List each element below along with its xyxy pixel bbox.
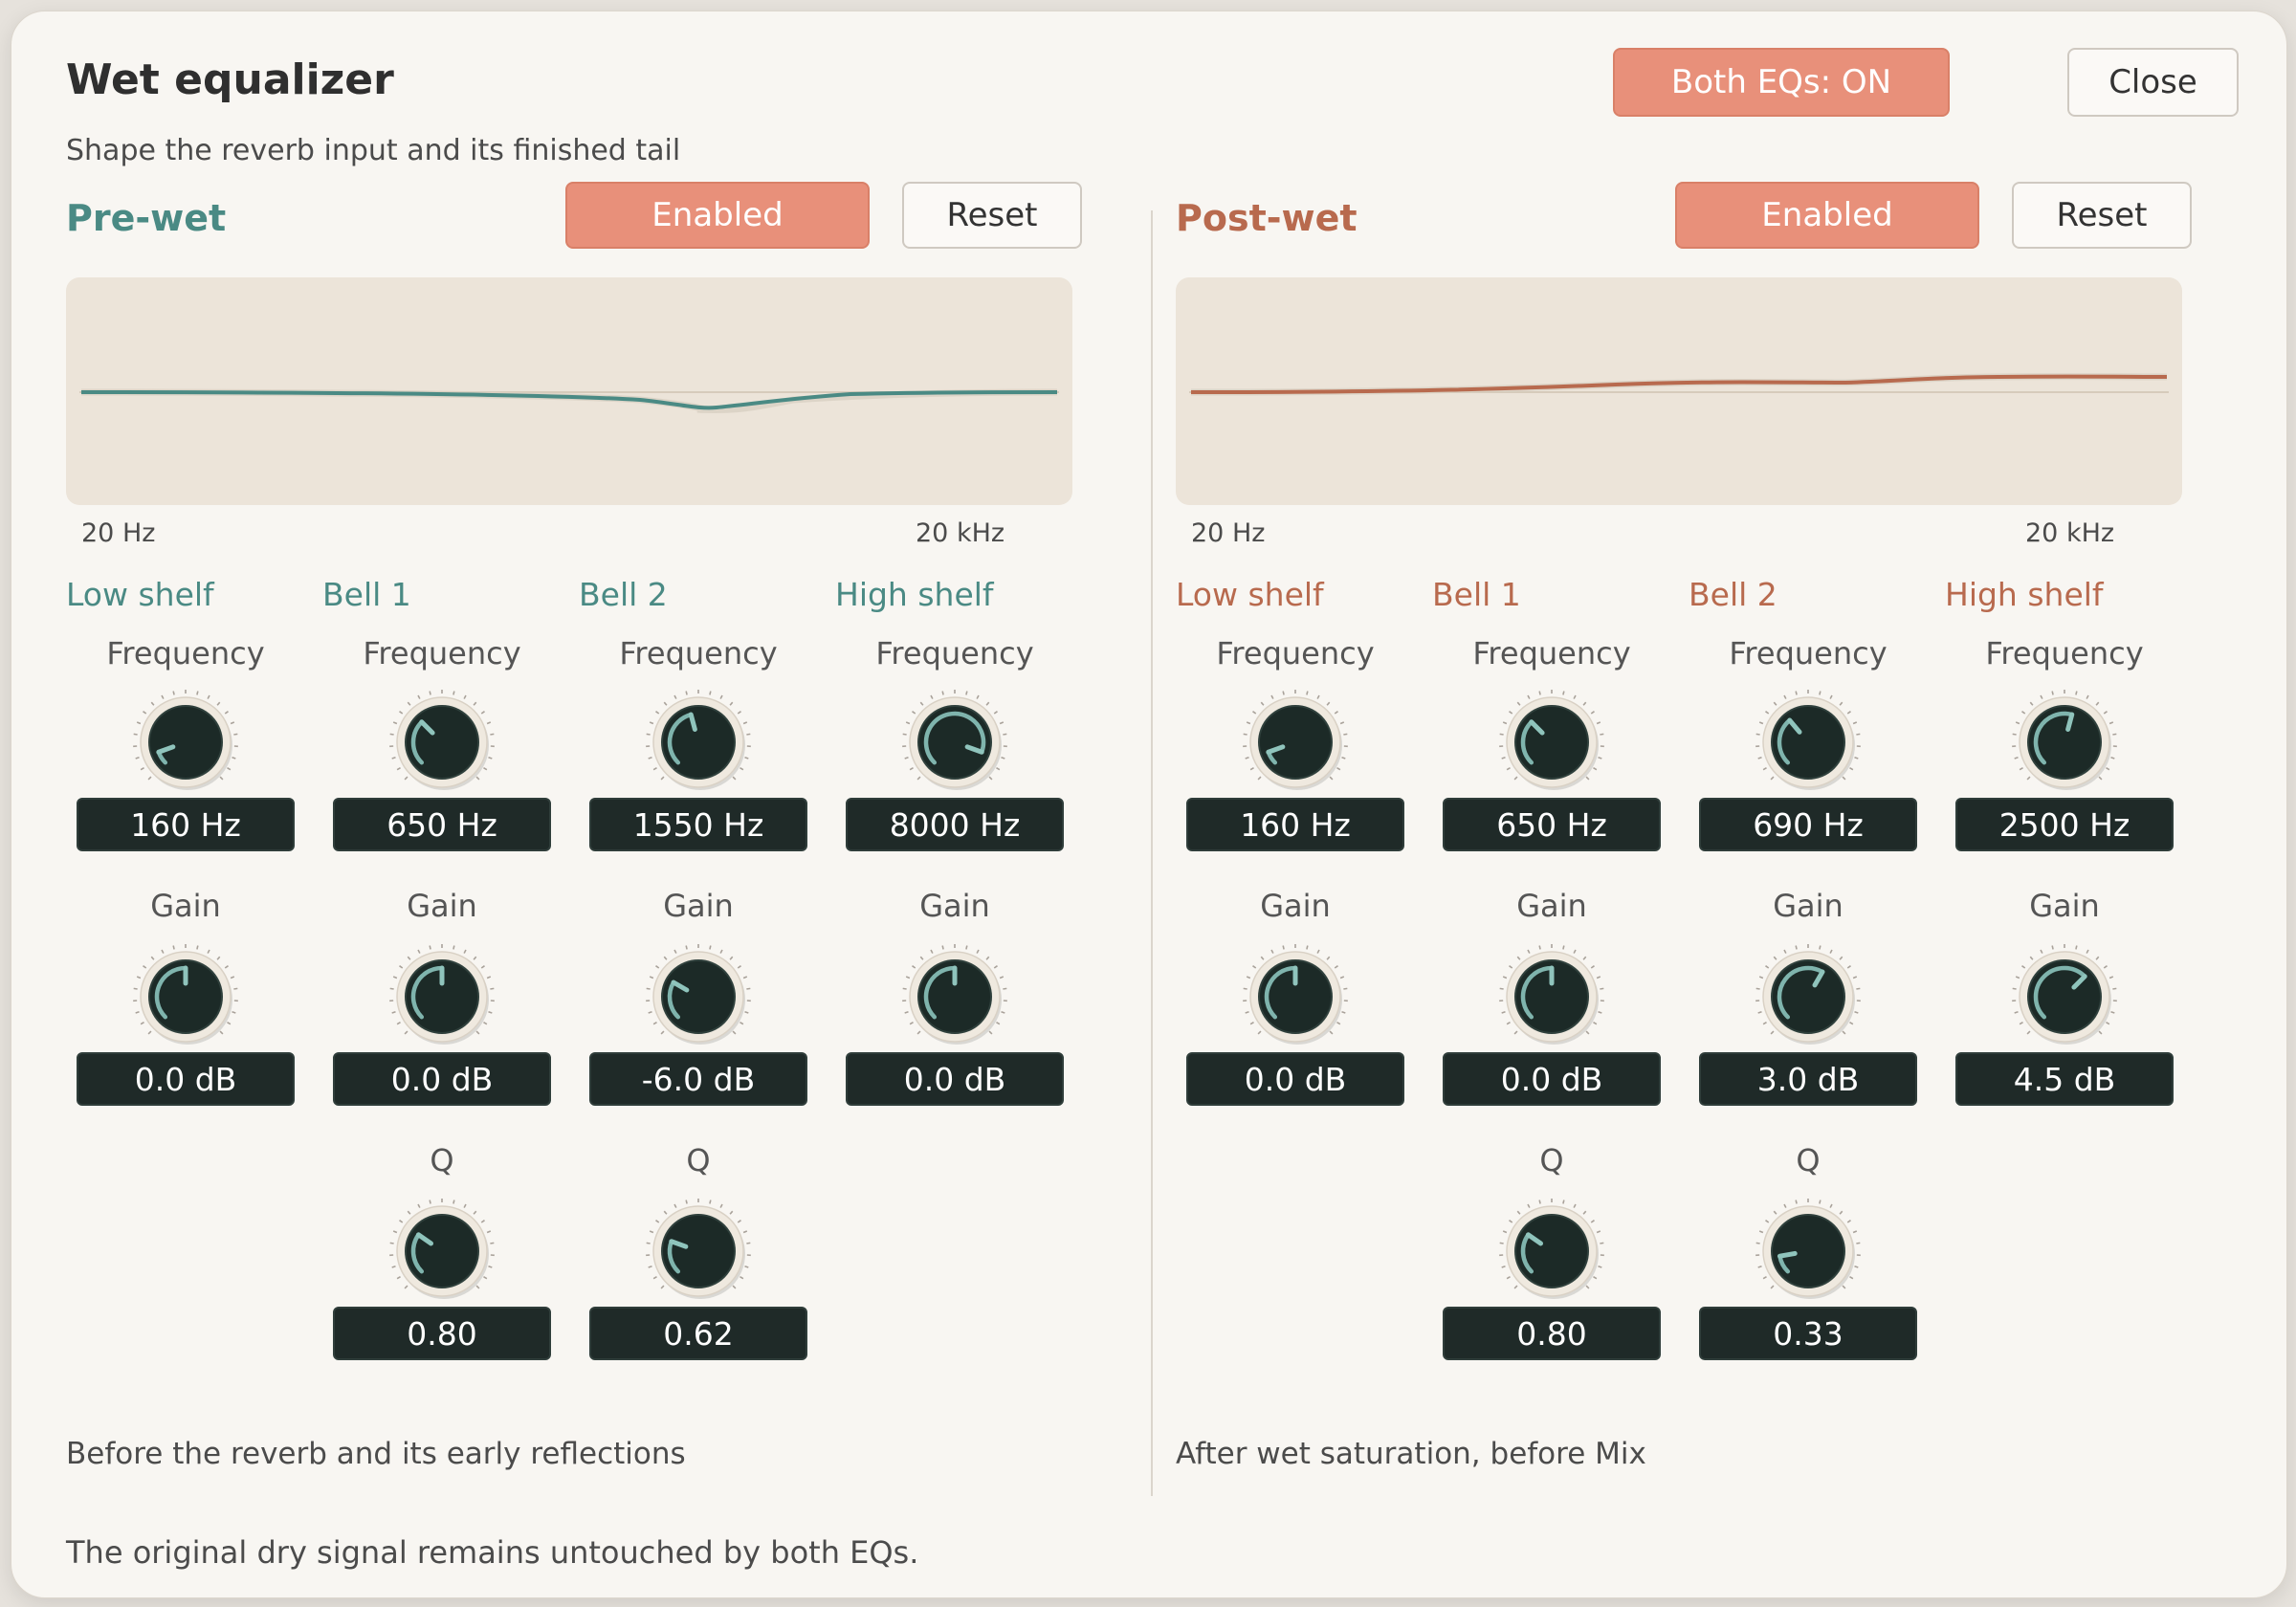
post-wet-reset-button[interactable]: Reset bbox=[2012, 182, 2192, 249]
post-axis-min-label: 20 Hz bbox=[1191, 518, 1266, 548]
post-bell-1-frequency-knob[interactable] bbox=[1496, 687, 1607, 798]
band-title: Low shelf bbox=[1176, 576, 1324, 613]
frequency-label: Frequency bbox=[363, 635, 521, 671]
gain-label: Gain bbox=[1260, 888, 1331, 924]
q-label: Q bbox=[1796, 1142, 1821, 1178]
pre-bell-2-q-knob[interactable] bbox=[643, 1196, 754, 1307]
post-low-shelf-frequency-knob[interactable] bbox=[1240, 687, 1351, 798]
post-low-shelf-gain-value[interactable]: 0.0 dB bbox=[1186, 1052, 1404, 1106]
pre-low-shelf-frequency-value[interactable]: 160 Hz bbox=[77, 798, 295, 851]
pre-bell-1-frequency-value[interactable]: 650 Hz bbox=[333, 798, 551, 851]
post-axis-max-label: 20 kHz bbox=[2025, 518, 2115, 548]
frequency-label: Frequency bbox=[619, 635, 778, 671]
dialog-title: Wet equalizer bbox=[66, 55, 394, 104]
dialog-subtitle: Shape the reverb input and its finished … bbox=[66, 134, 681, 167]
post-bell-1-q-knob[interactable] bbox=[1496, 1196, 1607, 1307]
pre-band-bell-1: Bell 1 Frequency 650 Hz Gain 0.0 dB Q 0.… bbox=[322, 576, 579, 1418]
pre-wet-title: Pre-wet bbox=[66, 197, 227, 239]
pre-bell-2-frequency-value[interactable]: 1550 Hz bbox=[589, 798, 807, 851]
post-band-low-shelf: Low shelf Frequency 160 Hz Gain 0.0 dB bbox=[1176, 576, 1432, 1418]
post-wet-note: After wet saturation, before Mix bbox=[1176, 1437, 1646, 1471]
band-title: Bell 2 bbox=[579, 576, 668, 613]
post-bell-1-frequency-value[interactable]: 650 Hz bbox=[1443, 798, 1661, 851]
pre-wet-enabled-button[interactable]: Enabled bbox=[565, 182, 870, 249]
post-bell-1-q-value[interactable]: 0.80 bbox=[1443, 1307, 1661, 1360]
frequency-label: Frequency bbox=[875, 635, 1034, 671]
post-bell-2-gain-value[interactable]: 3.0 dB bbox=[1699, 1052, 1917, 1106]
gain-label: Gain bbox=[150, 888, 221, 924]
panel-divider bbox=[1151, 210, 1153, 1496]
band-title: Bell 1 bbox=[322, 576, 411, 613]
post-low-shelf-frequency-value[interactable]: 160 Hz bbox=[1186, 798, 1404, 851]
pre-wet-panel: Pre-wet Enabled Reset 20 Hz 20 kHz Low s… bbox=[66, 174, 1082, 1475]
frequency-label: Frequency bbox=[1472, 635, 1631, 671]
gain-label: Gain bbox=[407, 888, 477, 924]
band-title: Bell 2 bbox=[1689, 576, 1777, 613]
band-title: High shelf bbox=[835, 576, 994, 613]
pre-axis-max-label: 20 kHz bbox=[916, 518, 1005, 548]
both-eqs-toggle-button[interactable]: Both EQs: ON bbox=[1613, 48, 1950, 117]
post-wet-title: Post-wet bbox=[1176, 197, 1358, 239]
post-bell-2-q-value[interactable]: 0.33 bbox=[1699, 1307, 1917, 1360]
pre-band-high-shelf: High shelf Frequency 8000 Hz Gain 0.0 dB bbox=[835, 576, 1092, 1418]
post-band-bell-2: Bell 2 Frequency 690 Hz Gain 3.0 dB Q 0.… bbox=[1689, 576, 1945, 1418]
post-high-shelf-gain-knob[interactable] bbox=[2009, 941, 2120, 1052]
pre-bell-1-gain-knob[interactable] bbox=[386, 941, 497, 1052]
post-wet-enabled-button[interactable]: Enabled bbox=[1675, 182, 1979, 249]
q-label: Q bbox=[686, 1142, 711, 1178]
pre-low-shelf-gain-knob[interactable] bbox=[130, 941, 241, 1052]
post-high-shelf-frequency-value[interactable]: 2500 Hz bbox=[1955, 798, 2174, 851]
pre-low-shelf-gain-value[interactable]: 0.0 dB bbox=[77, 1052, 295, 1106]
post-band-bell-1: Bell 1 Frequency 650 Hz Gain 0.0 dB Q 0.… bbox=[1432, 576, 1689, 1418]
pre-wet-response-curve bbox=[66, 277, 1072, 505]
pre-low-shelf-frequency-knob[interactable] bbox=[130, 687, 241, 798]
pre-bell-1-gain-value[interactable]: 0.0 dB bbox=[333, 1052, 551, 1106]
pre-high-shelf-gain-knob[interactable] bbox=[899, 941, 1010, 1052]
wet-equalizer-dialog: Wet equalizer Shape the reverb input and… bbox=[11, 11, 2287, 1598]
post-bell-1-gain-value[interactable]: 0.0 dB bbox=[1443, 1052, 1661, 1106]
pre-bell-1-frequency-knob[interactable] bbox=[386, 687, 497, 798]
pre-bell-1-q-value[interactable]: 0.80 bbox=[333, 1307, 551, 1360]
pre-bell-2-frequency-knob[interactable] bbox=[643, 687, 754, 798]
pre-band-low-shelf: Low shelf Frequency 160 Hz Gain 0.0 dB bbox=[66, 576, 322, 1418]
post-bell-2-frequency-value[interactable]: 690 Hz bbox=[1699, 798, 1917, 851]
gain-label: Gain bbox=[663, 888, 734, 924]
q-label: Q bbox=[430, 1142, 454, 1178]
frequency-label: Frequency bbox=[1985, 635, 2144, 671]
frequency-label: Frequency bbox=[1729, 635, 1888, 671]
pre-bell-2-q-value[interactable]: 0.62 bbox=[589, 1307, 807, 1360]
gain-label: Gain bbox=[2029, 888, 2100, 924]
gain-label: Gain bbox=[919, 888, 990, 924]
post-bell-2-frequency-knob[interactable] bbox=[1753, 687, 1864, 798]
pre-bell-2-gain-value[interactable]: -6.0 dB bbox=[589, 1052, 807, 1106]
q-label: Q bbox=[1539, 1142, 1564, 1178]
pre-wet-note: Before the reverb and its early reflecti… bbox=[66, 1437, 686, 1471]
pre-bell-1-q-knob[interactable] bbox=[386, 1196, 497, 1307]
post-high-shelf-frequency-knob[interactable] bbox=[2009, 687, 2120, 798]
post-wet-response-curve bbox=[1176, 277, 2182, 505]
pre-bell-2-gain-knob[interactable] bbox=[643, 941, 754, 1052]
frequency-label: Frequency bbox=[1216, 635, 1375, 671]
post-bell-2-gain-knob[interactable] bbox=[1753, 941, 1864, 1052]
band-title: Low shelf bbox=[66, 576, 214, 613]
frequency-label: Frequency bbox=[106, 635, 265, 671]
post-high-shelf-gain-value[interactable]: 4.5 dB bbox=[1955, 1052, 2174, 1106]
post-bell-1-gain-knob[interactable] bbox=[1496, 941, 1607, 1052]
footer-note: The original dry signal remains untouche… bbox=[66, 1534, 919, 1571]
post-wet-panel: Post-wet Enabled Reset 20 Hz 20 kHz Low … bbox=[1176, 174, 2192, 1475]
pre-axis-min-label: 20 Hz bbox=[81, 518, 156, 548]
pre-band-bell-2: Bell 2 Frequency 1550 Hz Gain -6.0 dB Q … bbox=[579, 576, 835, 1418]
post-low-shelf-gain-knob[interactable] bbox=[1240, 941, 1351, 1052]
pre-high-shelf-frequency-knob[interactable] bbox=[899, 687, 1010, 798]
band-title: Bell 1 bbox=[1432, 576, 1521, 613]
post-bell-2-q-knob[interactable] bbox=[1753, 1196, 1864, 1307]
gain-label: Gain bbox=[1773, 888, 1843, 924]
pre-high-shelf-gain-value[interactable]: 0.0 dB bbox=[846, 1052, 1064, 1106]
close-button[interactable]: Close bbox=[2067, 48, 2239, 117]
pre-wet-reset-button[interactable]: Reset bbox=[902, 182, 1082, 249]
post-band-high-shelf: High shelf Frequency 2500 Hz Gain 4.5 dB bbox=[1945, 576, 2201, 1418]
pre-high-shelf-frequency-value[interactable]: 8000 Hz bbox=[846, 798, 1064, 851]
gain-label: Gain bbox=[1516, 888, 1587, 924]
band-title: High shelf bbox=[1945, 576, 2104, 613]
